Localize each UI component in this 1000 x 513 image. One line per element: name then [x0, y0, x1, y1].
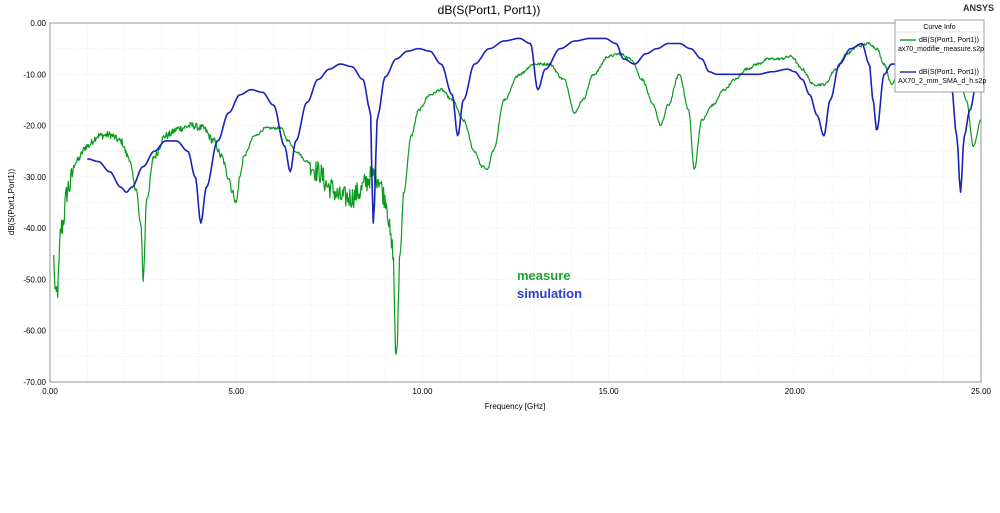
y-tick-label: 0.00 [30, 19, 46, 28]
x-tick-label: 25.00 [971, 387, 992, 396]
x-tick-label: 0.00 [42, 387, 58, 396]
x-tick-label: 10.00 [412, 387, 433, 396]
y-tick-label: -60.00 [23, 327, 46, 336]
y-tick-label: -40.00 [23, 224, 46, 233]
y-tick-label: -20.00 [23, 122, 46, 131]
legend-series-0-name: dB(S(Port1, Port1)) [919, 37, 979, 44]
chart-title: dB(S(Port1, Port1)) [438, 3, 541, 17]
x-tick-label: 5.00 [228, 387, 244, 396]
series-line-simulation [87, 37, 982, 224]
x-tick-label: 20.00 [785, 387, 806, 396]
y-tick-label: -30.00 [23, 173, 46, 182]
annotation-simulation: simulation [517, 286, 582, 301]
y-tick-label: -50.00 [23, 275, 46, 284]
series-group [53, 37, 982, 355]
x-axis-label: Frequency [GHz] [485, 402, 545, 411]
x-tick-labels: 0.00 5.00 10.00 15.00 20.00 25.00 [42, 387, 991, 396]
legend-series-0-file: ax70_modifie_measure.s2p [898, 46, 984, 53]
y-axis-label: dB(S(Port1,Port1)) [7, 169, 16, 236]
x-tick-label: 15.00 [599, 387, 620, 396]
y-tick-label: -70.00 [23, 378, 46, 387]
legend-series-1-file: AX70_2_mm_SMA_d_h.s2p [898, 78, 986, 85]
annotation-measure: measure [517, 268, 570, 283]
y-tick-label: -10.00 [23, 70, 46, 79]
legend-series-1-name: dB(S(Port1, Port1)) [919, 69, 979, 76]
brand-logo-text: ANSYS [963, 3, 994, 13]
curve-info-legend[interactable]: Curve Info dB(S(Port1, Port1)) ax70_modi… [894, 19, 986, 93]
legend-title: Curve Info [923, 24, 955, 31]
series-line-measure [53, 42, 982, 355]
y-tick-labels: 0.00 -10.00 -20.00 -30.00 -40.00 -50.00 -60.00… [23, 19, 46, 387]
